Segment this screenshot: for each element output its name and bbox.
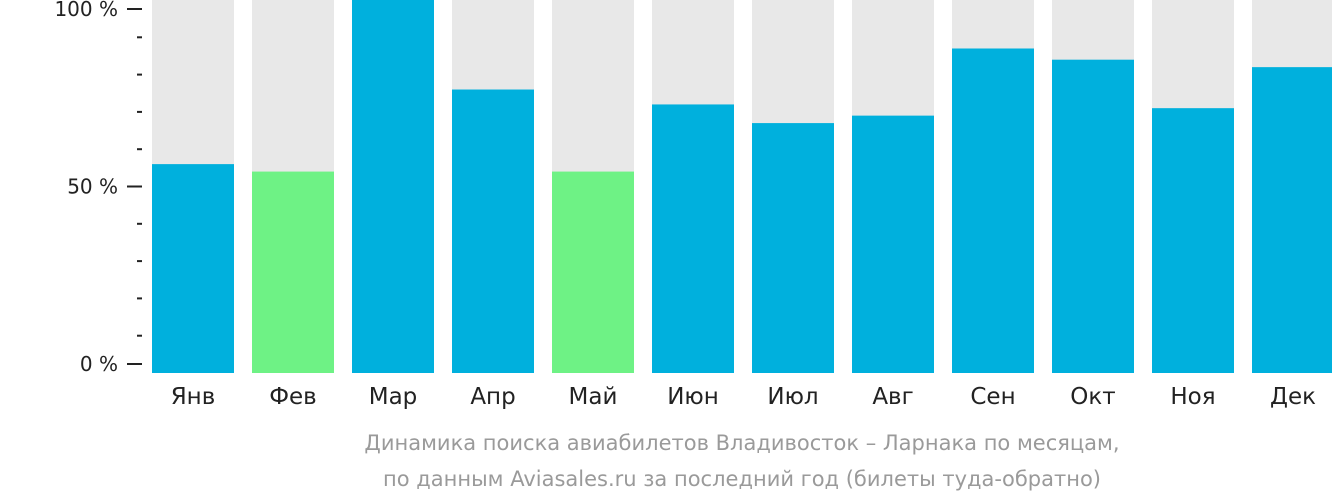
x-tick-label: Окт <box>1070 384 1115 410</box>
y-tick-label: 50 % <box>67 175 118 199</box>
x-axis-labels: Янв Фев Мар Апр Май Июн Июл Авг Сен Окт Ноя Дек <box>171 384 1316 410</box>
y-tick-label: 0 % <box>80 352 118 376</box>
bar-7 <box>752 123 834 373</box>
x-tick-label: Сен <box>970 384 1015 410</box>
bar-11 <box>1152 108 1234 374</box>
bar-10 <box>1052 59 1134 374</box>
y-tick-label: 100 % <box>54 0 118 21</box>
bar-6 <box>652 104 734 373</box>
y-axis: 0 % 50 % 100 % <box>54 0 142 376</box>
x-tick-label: Апр <box>470 384 515 410</box>
x-tick-label: Мар <box>369 384 418 410</box>
x-tick-label: Дек <box>1270 384 1316 410</box>
bar-1 <box>152 164 234 373</box>
bar-3 <box>352 0 434 373</box>
x-tick-label: Июл <box>767 384 818 410</box>
bar-8 <box>852 115 934 373</box>
bar-2 <box>252 171 334 373</box>
x-tick-label: Май <box>569 384 618 410</box>
bar-9 <box>952 48 1034 374</box>
x-tick-label: Авг <box>872 384 913 410</box>
x-tick-label: Фев <box>269 384 317 410</box>
chart-caption-line-2: по данным Aviasales.ru за последний год … <box>383 467 1101 491</box>
x-tick-label: Июн <box>667 384 719 410</box>
bars <box>152 0 1332 374</box>
chart-caption-line-1: Динамика поиска авиабилетов Владивосток … <box>364 431 1120 455</box>
x-tick-label: Янв <box>171 384 216 410</box>
bar-4 <box>452 89 534 374</box>
x-tick-label: Ноя <box>1170 384 1215 410</box>
bar-5 <box>552 171 634 373</box>
bar-chart: 0 % 50 % 100 % Янв Фев Мар Апр Май Июн Июл Авг Сен… <box>54 0 1332 410</box>
bar-12 <box>1252 67 1332 373</box>
